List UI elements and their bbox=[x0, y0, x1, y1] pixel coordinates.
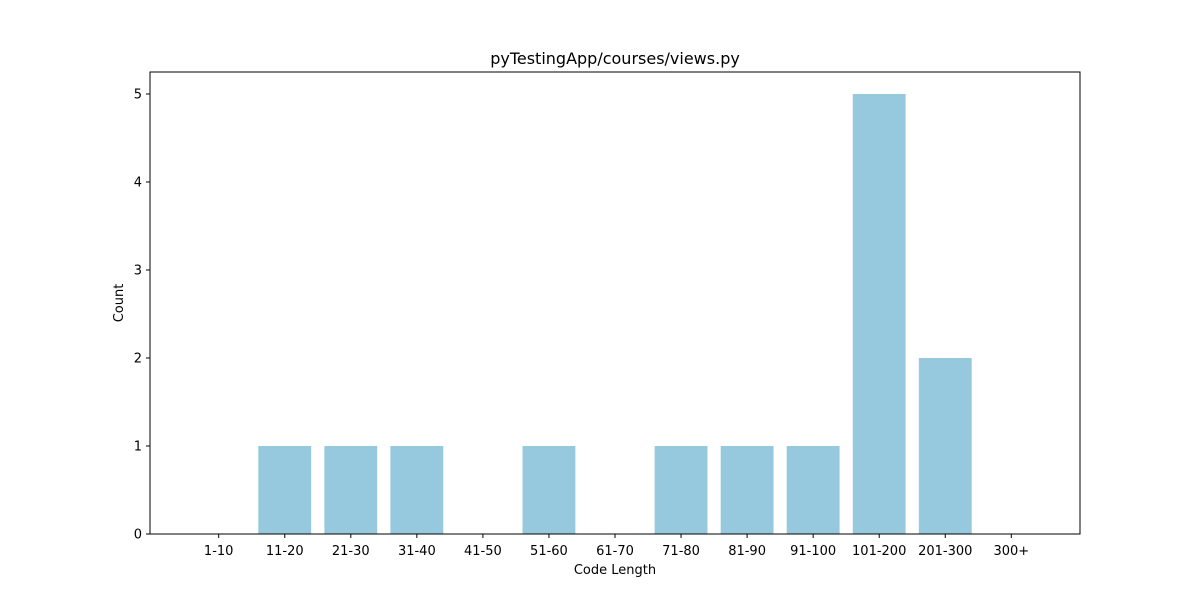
x-tick-label: 1-10 bbox=[204, 544, 234, 559]
bar-101-200 bbox=[852, 94, 906, 534]
x-tick-label: 51-60 bbox=[530, 544, 568, 559]
x-tick-label: 31-40 bbox=[398, 544, 436, 559]
bar-201-300 bbox=[918, 358, 972, 534]
x-axis-label: Code Length bbox=[574, 563, 656, 578]
y-tick-label: 3 bbox=[134, 264, 142, 279]
bar-21-30 bbox=[324, 446, 378, 534]
chart-title: pyTestingApp/courses/views.py bbox=[490, 49, 740, 68]
x-tick-label: 41-50 bbox=[464, 544, 502, 559]
y-axis-label: Count bbox=[112, 284, 127, 323]
x-tick-label: 201-300 bbox=[918, 544, 972, 559]
x-tick-label: 11-20 bbox=[266, 544, 304, 559]
x-tick-label: 91-100 bbox=[790, 544, 836, 559]
bar-91-100 bbox=[786, 446, 840, 534]
x-tick-label: 61-70 bbox=[596, 544, 634, 559]
bar-71-80 bbox=[654, 446, 708, 534]
y-tick-label: 1 bbox=[134, 440, 142, 455]
x-axis: 1-10 11-20 21-30 31-40 41-50 51-60 61-70 71-80 8… bbox=[204, 534, 1029, 559]
x-tick-label: 81-90 bbox=[728, 544, 766, 559]
x-tick-label: 101-200 bbox=[852, 544, 906, 559]
bar-81-90 bbox=[720, 446, 774, 534]
bars-layer bbox=[258, 94, 972, 534]
y-axis: 0 1 2 3 4 5 bbox=[134, 88, 150, 543]
x-tick-label: 300+ bbox=[993, 544, 1029, 559]
y-tick-label: 5 bbox=[134, 88, 142, 103]
bar-51-60 bbox=[522, 446, 576, 534]
y-tick-label: 4 bbox=[134, 176, 142, 191]
x-tick-label: 71-80 bbox=[662, 544, 700, 559]
y-tick-label: 0 bbox=[134, 528, 142, 543]
x-tick-label: 21-30 bbox=[332, 544, 370, 559]
y-tick-label: 2 bbox=[134, 352, 142, 367]
bar-31-40 bbox=[390, 446, 444, 534]
bar-11-20 bbox=[258, 446, 312, 534]
